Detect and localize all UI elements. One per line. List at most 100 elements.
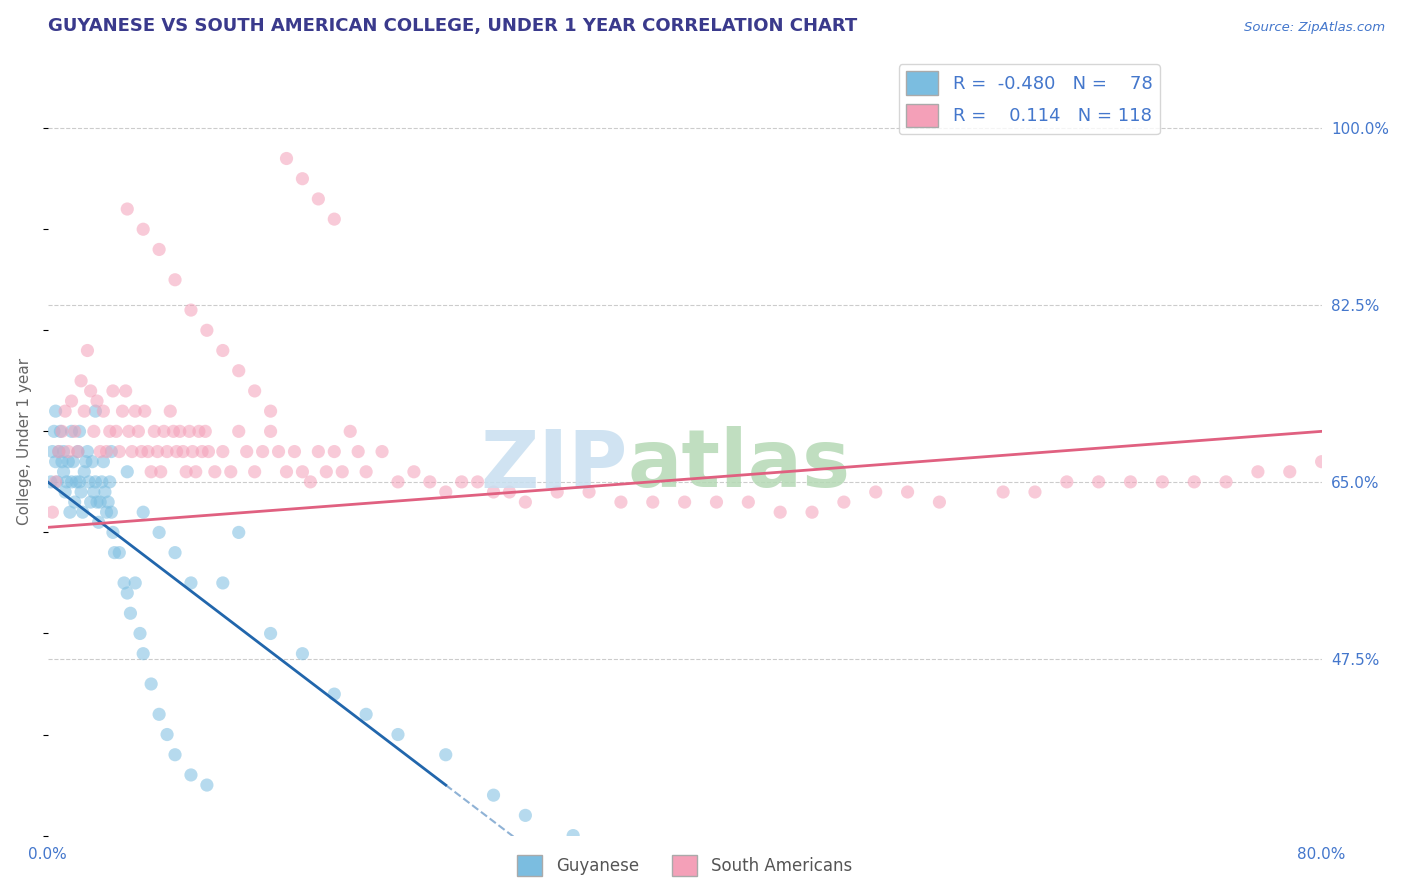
Point (94, 485, 117, 500)
Point (546, 485, 568, 500)
Point (141, 677, 163, 691)
Point (146, 444, 169, 458)
Point (156, 444, 179, 458)
Point (515, 808, 537, 822)
Point (124, 576, 146, 591)
Point (1119, 475, 1142, 489)
Point (98, 425, 121, 439)
Point (323, 444, 346, 458)
Point (148, 707, 170, 722)
Y-axis label: College, Under 1 year: College, Under 1 year (17, 358, 32, 525)
Point (259, 404, 281, 418)
Point (291, 465, 314, 479)
Point (323, 687, 346, 701)
Point (737, 495, 759, 509)
Point (347, 444, 370, 458)
Point (39, 475, 62, 489)
Point (117, 586, 139, 600)
Point (100, 505, 122, 519)
Point (180, 768, 202, 782)
Point (467, 475, 489, 489)
Point (48, 444, 70, 458)
Point (45, 475, 67, 489)
Point (58, 455, 80, 469)
Point (60, 475, 83, 489)
Point (211, 343, 233, 358)
Point (291, 171, 314, 186)
Point (307, 444, 329, 458)
Point (673, 495, 696, 509)
Point (641, 495, 664, 509)
Point (45, 455, 67, 469)
Point (1087, 475, 1109, 489)
Point (204, 465, 226, 479)
Point (41, 505, 63, 519)
Point (52, 465, 75, 479)
Point (83, 425, 105, 439)
Point (1310, 455, 1333, 469)
Point (156, 727, 179, 741)
Point (132, 505, 155, 519)
Point (52, 444, 75, 458)
Point (41, 444, 63, 458)
Point (195, 778, 218, 792)
Point (387, 475, 409, 489)
Point (131, 444, 153, 458)
Point (117, 202, 139, 216)
Point (434, 485, 457, 500)
Point (172, 444, 194, 458)
Point (610, 848, 633, 863)
Point (132, 222, 155, 236)
Point (93, 404, 115, 418)
Point (86, 495, 108, 509)
Point (163, 273, 186, 287)
Point (1152, 475, 1174, 489)
Point (228, 525, 250, 540)
Point (276, 465, 298, 479)
Point (307, 192, 329, 206)
Point (181, 444, 204, 458)
Point (63, 495, 86, 509)
Point (179, 425, 201, 439)
Point (1215, 475, 1237, 489)
Point (259, 425, 281, 439)
Point (46, 475, 69, 489)
Point (191, 444, 214, 458)
Point (330, 465, 353, 479)
Point (371, 444, 394, 458)
Point (354, 707, 377, 722)
Point (65, 475, 87, 489)
Point (195, 323, 218, 337)
Point (73, 465, 96, 479)
Point (132, 647, 155, 661)
Point (1182, 475, 1205, 489)
Point (134, 404, 156, 418)
Text: atlas: atlas (627, 426, 851, 504)
Point (163, 747, 186, 762)
Point (45, 404, 67, 418)
Point (129, 626, 152, 640)
Point (114, 384, 136, 398)
Point (120, 607, 142, 621)
Point (180, 576, 202, 591)
Point (124, 404, 146, 418)
Point (211, 576, 233, 591)
Point (101, 384, 124, 398)
Point (73, 404, 96, 418)
Point (79, 495, 101, 509)
Point (84, 404, 107, 418)
Point (180, 303, 202, 318)
Point (169, 425, 191, 439)
Point (108, 546, 131, 560)
Point (163, 546, 186, 560)
Point (228, 364, 250, 378)
Point (197, 444, 219, 458)
Point (283, 444, 305, 458)
Point (143, 425, 166, 439)
Point (162, 425, 184, 439)
Point (136, 444, 159, 458)
Point (75, 455, 97, 469)
Point (243, 465, 266, 479)
Point (55, 475, 77, 489)
Point (59, 505, 82, 519)
